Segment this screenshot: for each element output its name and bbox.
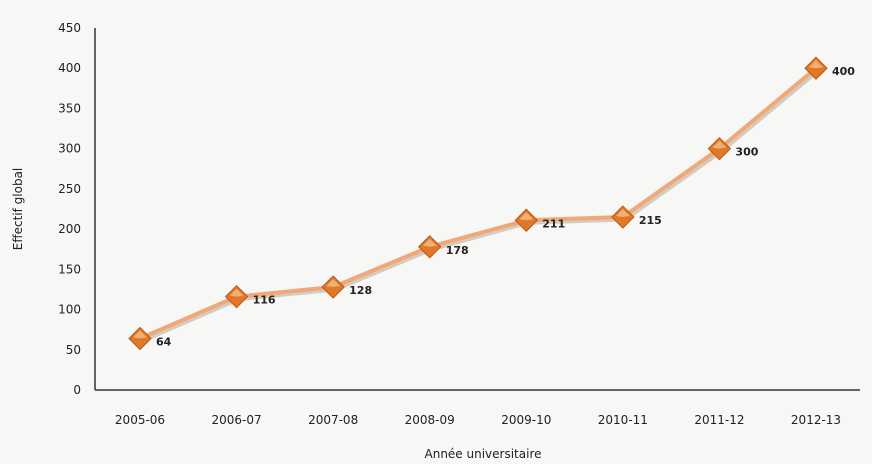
x-tick-label: 2010-11 [598, 413, 648, 427]
x-tick-label: 2005-06 [115, 413, 165, 427]
data-point-highlight [615, 209, 630, 218]
x-tick-labels: 2005-06 2006-07 2007-08 2008-09 2009-10 2010-… [115, 413, 841, 427]
axes [94, 28, 860, 391]
data-label: 215 [639, 214, 662, 227]
x-axis-title: Année universitaire [425, 447, 542, 461]
data-point-highlight [229, 288, 244, 297]
y-tick-label: 250 [58, 182, 81, 196]
x-tick-label: 2009-10 [501, 413, 551, 427]
y-tick-label: 400 [58, 61, 81, 75]
data-label: 211 [542, 217, 565, 230]
series-group: 64 116 128 178 211 215 300 400 [128, 56, 855, 351]
y-tick-label: 100 [58, 303, 81, 317]
y-tick-label: 350 [58, 101, 81, 115]
y-tick-label: 300 [58, 142, 81, 156]
x-tick-label: 2007-08 [308, 413, 358, 427]
data-point-highlight [326, 279, 341, 288]
x-tick-label: 2011-12 [694, 413, 744, 427]
y-axis-title: Effectif global [11, 168, 25, 251]
y-tick-labels: 0 50 100 150 200 250 300 350 400 450 [58, 21, 81, 397]
y-tick-label: 450 [58, 21, 81, 35]
series-line [139, 66, 818, 341]
data-point-highlight [809, 60, 823, 69]
data-point-highlight [133, 330, 147, 339]
y-tick-label: 50 [66, 343, 81, 357]
data-point-marker [418, 235, 442, 259]
data-label: 116 [253, 294, 276, 307]
data-label: 128 [349, 284, 372, 297]
x-tick-label: 2012-13 [791, 413, 841, 427]
data-label: 300 [735, 146, 758, 159]
x-tick-label: 2006-07 [212, 413, 262, 427]
data-label: 400 [832, 65, 855, 78]
data-point-highlight [422, 238, 437, 247]
y-tick-label: 200 [58, 222, 81, 236]
data-point-highlight [712, 140, 727, 149]
data-label: 64 [156, 336, 172, 349]
y-tick-label: 150 [58, 262, 81, 276]
x-tick-label: 2008-09 [405, 413, 455, 427]
data-label: 178 [446, 244, 469, 257]
series-line-shadow [141, 68, 820, 343]
y-tick-label: 0 [73, 383, 81, 397]
data-point-highlight [519, 212, 534, 221]
